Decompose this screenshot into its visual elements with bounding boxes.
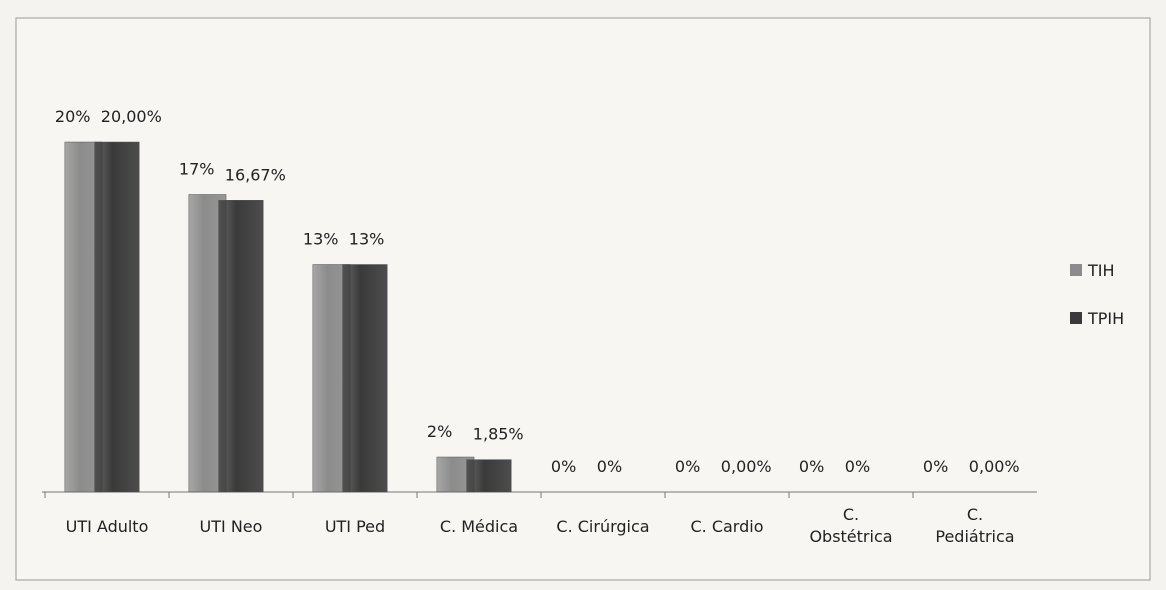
x-tick-label: C. Obstétrica [809, 505, 892, 546]
x-tick-label-line: Pediátrica [935, 527, 1014, 546]
data-label: 13% [349, 230, 385, 249]
data-label: 0% [923, 457, 948, 476]
data-label: 0,00% [721, 457, 772, 476]
legend-label: TIH [1087, 261, 1115, 280]
x-tick-label: C. Cirúrgica [556, 517, 649, 536]
legend-swatch [1070, 312, 1082, 324]
x-tick-label: UTI Ped [325, 517, 385, 536]
x-tick-label-line: C. [843, 505, 859, 524]
data-label: 17% [179, 160, 215, 179]
x-tick-label: UTI Neo [200, 517, 263, 536]
data-label: 13% [303, 230, 339, 249]
data-label: 1,85% [473, 425, 524, 444]
x-tick-label-line: Obstétrica [809, 527, 892, 546]
chart-frame [15, 17, 1151, 581]
data-label: 20% [55, 107, 91, 126]
data-label: 2% [427, 422, 452, 441]
data-label: 0% [675, 457, 700, 476]
bar [218, 200, 264, 493]
bar [342, 264, 388, 493]
x-tick-label: UTI Adulto [66, 517, 149, 536]
data-label: 20,00% [101, 107, 162, 126]
x-tick-label: C. Pediátrica [935, 505, 1014, 546]
x-tick-label-line: C. [967, 505, 983, 524]
legend-label: TPIH [1087, 309, 1124, 328]
bar [466, 459, 512, 493]
data-label: 0,00% [969, 457, 1020, 476]
data-label: 0% [799, 457, 824, 476]
data-label: 0% [597, 457, 622, 476]
data-label: 0% [845, 457, 870, 476]
data-label: 16,67% [225, 165, 286, 184]
legend-swatch [1070, 264, 1082, 276]
bar [94, 141, 140, 493]
x-tick-label: C. Cardio [690, 517, 763, 536]
data-label: 0% [551, 457, 576, 476]
x-tick-label: C. Médica [440, 517, 518, 536]
